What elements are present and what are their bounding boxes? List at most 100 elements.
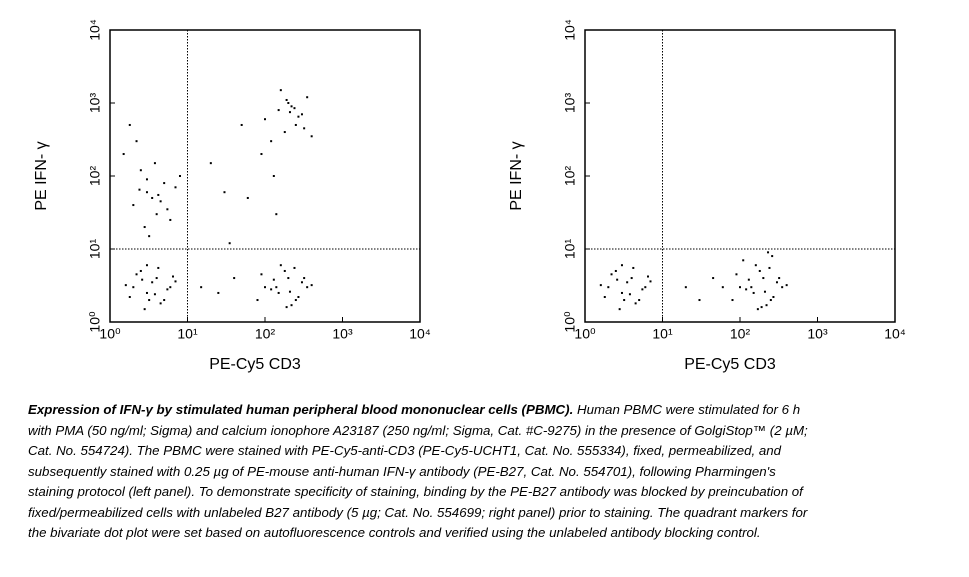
dot	[148, 299, 151, 302]
dot	[217, 291, 220, 294]
dot	[135, 140, 138, 143]
x-tick-label: 10³	[807, 326, 828, 342]
dot	[153, 162, 156, 165]
dot	[300, 281, 303, 284]
dot	[765, 304, 768, 307]
dot	[139, 169, 142, 172]
dot	[297, 115, 300, 118]
dot	[778, 277, 781, 280]
dot	[264, 118, 266, 121]
dot	[169, 286, 172, 289]
dot	[771, 255, 774, 258]
dot	[275, 213, 278, 216]
y-tick-label: 10³	[562, 93, 578, 114]
dot	[285, 98, 288, 101]
dot	[772, 296, 775, 299]
dot	[277, 291, 280, 294]
dot	[623, 299, 626, 302]
dot	[163, 182, 166, 185]
dot	[698, 299, 701, 302]
dot	[288, 111, 291, 114]
dot	[756, 308, 759, 311]
dot	[283, 131, 286, 134]
dot	[159, 302, 162, 305]
dot	[145, 264, 148, 267]
dot	[620, 291, 623, 294]
dot	[287, 102, 290, 104]
dot	[138, 188, 141, 191]
dot	[607, 286, 610, 289]
dot	[303, 127, 306, 130]
dot	[614, 269, 617, 272]
x-tick-label: 10⁰	[574, 326, 596, 342]
dot	[649, 280, 652, 283]
dot	[132, 204, 135, 207]
dot	[200, 286, 203, 289]
dot	[148, 235, 151, 238]
dot	[223, 191, 226, 194]
dot	[275, 286, 278, 289]
dot	[634, 302, 637, 305]
y-axis-label: PE IFN- γ	[508, 141, 525, 210]
dot	[277, 109, 280, 112]
dot	[303, 277, 306, 280]
dot	[739, 286, 741, 289]
dot	[260, 153, 263, 156]
dot	[169, 218, 172, 221]
y-tick-label: 10¹	[87, 239, 103, 260]
dot	[285, 306, 288, 309]
dot	[290, 105, 293, 108]
dot	[135, 273, 138, 276]
dot	[172, 275, 175, 278]
caption-title: Expression of IFN-γ by stimulated human …	[28, 402, 574, 417]
dot	[616, 278, 619, 281]
y-axis-label: PE IFN- γ	[33, 141, 50, 210]
dot	[628, 293, 631, 296]
dot	[641, 288, 644, 291]
x-tick-label: 10¹	[652, 326, 673, 342]
dot	[630, 277, 633, 280]
dot	[618, 308, 621, 311]
dot	[122, 153, 125, 156]
dot	[159, 200, 162, 203]
dot	[747, 278, 750, 281]
x-tick-label: 10¹	[177, 326, 198, 342]
x-tick-label: 10²	[730, 326, 751, 342]
dot	[132, 286, 135, 289]
dot	[124, 284, 127, 287]
dot	[306, 286, 309, 289]
dot	[632, 266, 635, 269]
x-tick-label: 10³	[332, 326, 353, 342]
dot	[310, 284, 313, 287]
dot	[256, 299, 259, 302]
dot	[767, 251, 770, 254]
dot	[758, 269, 761, 272]
dot	[233, 277, 236, 280]
dot	[145, 291, 148, 294]
dot	[246, 196, 249, 199]
dot	[270, 140, 273, 143]
x-axis-label: PE-Cy5 CD3	[684, 356, 776, 373]
dot	[762, 277, 765, 280]
dot	[620, 264, 623, 267]
dot	[290, 304, 293, 307]
dot	[750, 286, 753, 289]
y-tick-label: 10²	[87, 166, 103, 187]
dot	[157, 266, 160, 269]
dot	[781, 286, 784, 289]
dot	[735, 273, 738, 276]
dot	[638, 299, 641, 302]
dot	[178, 175, 181, 177]
dot	[260, 273, 263, 276]
dot	[293, 266, 296, 269]
dot	[272, 175, 275, 177]
dot	[742, 259, 745, 262]
y-tick-label: 10³	[87, 93, 103, 114]
dot	[731, 299, 734, 302]
dot	[153, 293, 156, 296]
y-tick-label: 10⁰	[562, 311, 578, 333]
dot	[174, 186, 177, 189]
dot	[306, 96, 309, 99]
dot	[166, 208, 169, 211]
dot	[293, 107, 296, 110]
